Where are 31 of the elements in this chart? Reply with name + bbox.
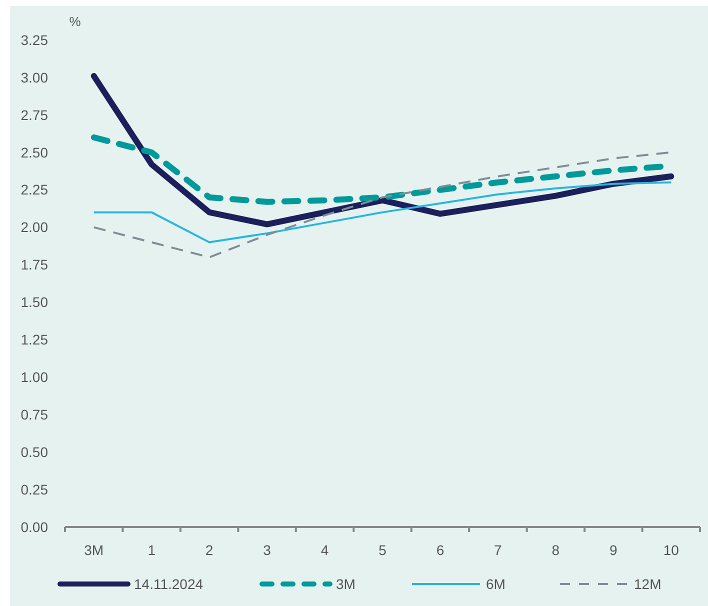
y-tick-label: 1.25 <box>20 332 48 348</box>
x-tick-label: 9 <box>610 542 618 558</box>
y-tick-label: 2.50 <box>20 144 48 160</box>
legend-label: 14.11.2024 <box>134 576 204 592</box>
y-axis-title: % <box>69 14 82 29</box>
y-tick-label: 1.50 <box>20 294 48 310</box>
x-tick-label: 5 <box>378 542 387 558</box>
x-tick-label: 8 <box>552 542 560 558</box>
y-tick-label: 0.75 <box>20 406 48 423</box>
y-tick-label: 3.25 <box>20 32 48 48</box>
y-tick-label: 2.25 <box>20 182 48 198</box>
y-tick-label: 1.75 <box>20 256 48 273</box>
legend-label: 12M <box>634 576 662 592</box>
y-tick-label: 0.00 <box>20 518 48 535</box>
x-tick-label: 4 <box>320 542 329 558</box>
x-tick-label: 6 <box>436 542 444 558</box>
x-tick-label: 3M <box>84 542 104 558</box>
y-tick-label: 0.50 <box>20 444 48 460</box>
y-tick-label: 3.00 <box>20 69 48 86</box>
legend-label: 6M <box>486 576 506 592</box>
x-tick-label: 7 <box>494 542 502 558</box>
y-tick-label: 2.00 <box>20 219 48 236</box>
x-tick-label: 10 <box>663 542 680 558</box>
line-series <box>92 181 672 244</box>
x-tick-label: 3 <box>263 542 272 558</box>
y-tick-label: 1.00 <box>20 369 48 386</box>
y-tick-label: 2.75 <box>20 106 48 123</box>
x-tick-label: 2 <box>205 542 214 558</box>
y-tick-label: 0.25 <box>20 481 48 498</box>
x-tick-label: 1 <box>148 542 156 558</box>
legend-label: 3M <box>336 576 356 592</box>
